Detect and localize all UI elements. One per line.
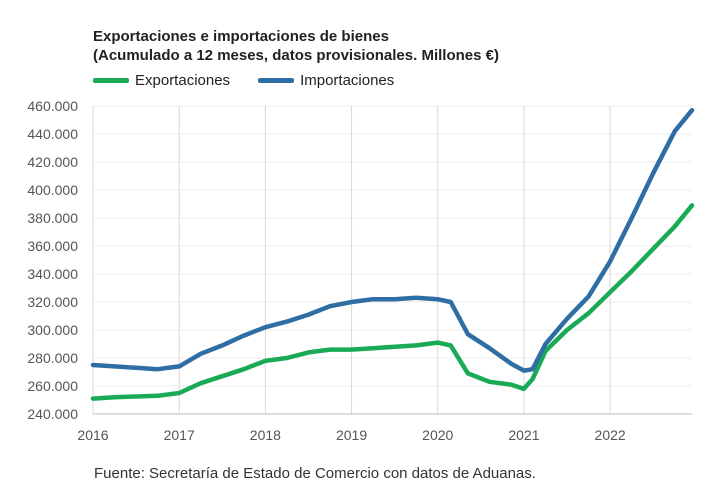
x-tick-label: 2021 bbox=[508, 427, 539, 443]
x-tick-label: 2019 bbox=[336, 427, 367, 443]
legend-swatch-exportaciones bbox=[93, 78, 129, 83]
series-line-exportaciones bbox=[90, 203, 695, 401]
y-tick-label: 460.000 bbox=[27, 98, 78, 114]
chart-title: Exportaciones e importaciones de bienes bbox=[93, 28, 389, 45]
y-tick-label: 240.000 bbox=[27, 406, 78, 422]
x-tick-label: 2017 bbox=[164, 427, 195, 443]
legend-label-exportaciones: Exportaciones bbox=[135, 72, 231, 89]
legend-swatch-importaciones bbox=[258, 78, 295, 83]
series-line-importaciones bbox=[90, 107, 695, 373]
y-tick-label: 260.000 bbox=[27, 378, 78, 394]
y-tick-label: 380.000 bbox=[27, 210, 78, 226]
x-tick-label: 2022 bbox=[595, 427, 626, 443]
x-tick-label: 2016 bbox=[77, 427, 108, 443]
source-note: Fuente: Secretaría de Estado de Comercio… bbox=[94, 465, 536, 482]
legend: Exportaciones Importaciones bbox=[93, 72, 422, 89]
y-tick-label: 360.000 bbox=[27, 238, 78, 254]
y-tick-label: 320.000 bbox=[27, 294, 78, 310]
legend-item-importaciones: Importaciones bbox=[258, 72, 394, 89]
legend-label-importaciones: Importaciones bbox=[300, 72, 395, 89]
y-tick-label: 400.000 bbox=[27, 182, 78, 198]
chart-subtitle: (Acumulado a 12 meses, datos provisional… bbox=[93, 47, 499, 64]
y-tick-label: 420.000 bbox=[27, 154, 78, 170]
y-tick-label: 300.000 bbox=[27, 322, 78, 338]
y-tick-label: 440.000 bbox=[27, 126, 78, 142]
legend-item-exportaciones: Exportaciones bbox=[93, 72, 230, 89]
y-tick-label: 340.000 bbox=[27, 266, 78, 282]
x-tick-label: 2020 bbox=[422, 427, 453, 443]
x-tick-label: 2018 bbox=[250, 427, 281, 443]
y-tick-label: 280.000 bbox=[27, 350, 78, 366]
